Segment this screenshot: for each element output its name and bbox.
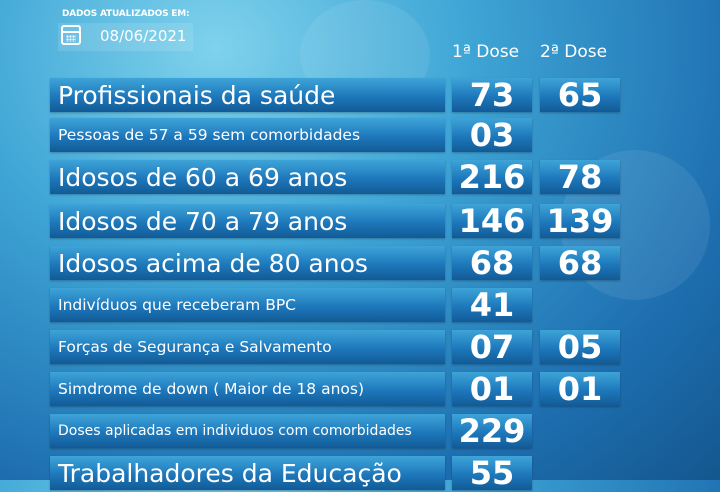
first-dose-value: 216 [452,158,532,196]
first-dose-value: 55 [452,454,532,492]
header-first-dose: 1ª Dose [452,42,520,62]
header-second-dose: 2ª Dose [540,42,608,62]
second-dose-value: 05 [540,328,620,366]
row-label: Indivíduos que receberam BPC [50,288,445,322]
update-date: 08/06/2021 [100,27,187,45]
first-dose-value: 229 [452,412,532,450]
date-box: 08/06/2021 [58,23,193,51]
row-label: Idosos de 70 a 79 anos [50,204,445,238]
first-dose-value: 68 [452,244,532,282]
updated-label: DADOS ATUALIZADOS EM: [62,9,190,19]
first-dose-value: 146 [452,202,532,240]
row-label: Idosos acima de 80 anos [50,246,445,280]
first-dose-value: 07 [452,328,532,366]
second-dose-value: 01 [540,370,620,408]
second-dose-value: 78 [540,158,620,196]
row-label: Doses aplicadas em individuos com comorb… [50,414,445,448]
first-dose-value: 01 [452,370,532,408]
row-label: Simdrome de down ( Maior de 18 anos) [50,372,445,406]
second-dose-value: 68 [540,244,620,282]
first-dose-value: 73 [452,76,532,114]
first-dose-value: 41 [452,286,532,324]
row-label: Pessoas de 57 a 59 sem comorbidades [50,118,445,152]
second-dose-value: 65 [540,76,620,114]
row-label: Profissionais da saúde [50,78,445,112]
row-label: Trabalhadores da Educação [50,456,445,490]
first-dose-value: 03 [452,116,532,154]
calendar-icon [61,25,81,45]
second-dose-value: 139 [540,202,620,240]
row-label: Idosos de 60 a 69 anos [50,160,445,194]
row-label: Forças de Segurança e Salvamento [50,330,445,364]
